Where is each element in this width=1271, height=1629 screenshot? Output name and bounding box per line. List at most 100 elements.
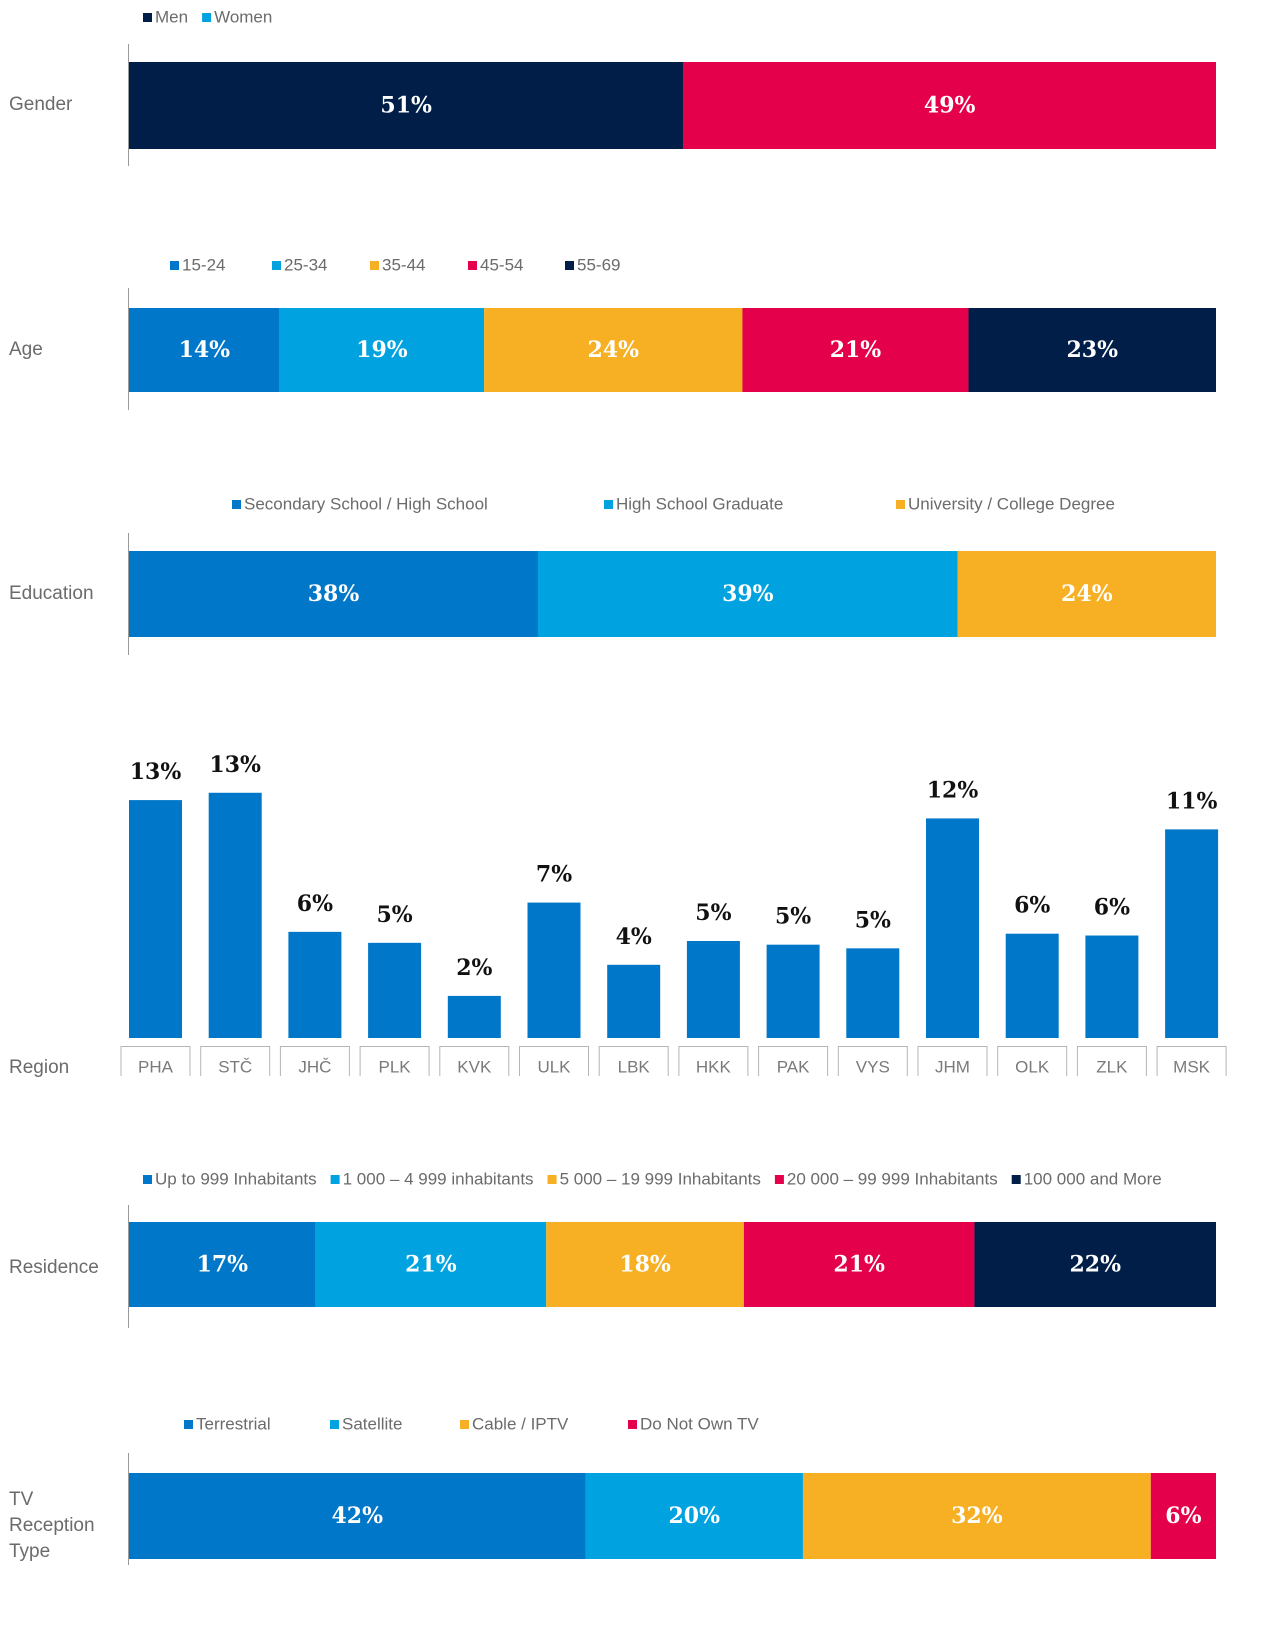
legend-label: 5 000 – 19 999 Inhabitants: [560, 1170, 761, 1189]
legend-label: 1 000 – 4 999 inhabitants: [343, 1170, 534, 1189]
legend-label: Terrestrial: [196, 1415, 271, 1434]
category-label: KVK: [457, 1058, 492, 1077]
legend-swatch: [143, 13, 152, 22]
category-box: [519, 1046, 589, 1076]
bar: [288, 931, 342, 1038]
bar: [846, 948, 900, 1038]
value-label: 13%: [209, 752, 261, 778]
bar-segment: [129, 551, 538, 637]
legend-swatch: [184, 1420, 193, 1429]
bar-segment: [957, 551, 1216, 637]
bar: [527, 902, 581, 1038]
bar-segment: [546, 1222, 744, 1307]
legend-swatch: [460, 1420, 469, 1429]
legend-swatch: [565, 261, 574, 270]
value-label: 6%: [1165, 1503, 1201, 1529]
category-label: STČ: [218, 1058, 252, 1077]
value-label: 24%: [1061, 581, 1113, 607]
legend-swatch: [468, 261, 477, 270]
legend-label: 55-69: [577, 256, 620, 275]
category-label: ZLK: [1096, 1058, 1128, 1077]
legend-label: Cable / IPTV: [472, 1415, 569, 1434]
legend-label: 15-24: [182, 256, 225, 275]
category-box: [1076, 1046, 1147, 1076]
value-label: 21%: [830, 337, 882, 363]
value-label: 23%: [1066, 337, 1118, 363]
bar: [926, 818, 979, 1038]
category-label: HKK: [696, 1058, 732, 1077]
bar-segment: [742, 308, 969, 392]
legend-label: 100 000 and More: [1024, 1170, 1162, 1189]
bar-segment: [129, 1222, 316, 1307]
category-box: [359, 1046, 430, 1076]
category-label: OLK: [1015, 1058, 1050, 1077]
value-label: 19%: [356, 337, 408, 363]
value-label: 4%: [616, 924, 652, 950]
value-label: 42%: [332, 1503, 384, 1529]
value-label: 38%: [308, 581, 360, 607]
legend-label: 20 000 – 99 999 Inhabitants: [787, 1170, 998, 1189]
legend-label: High School Graduate: [616, 495, 783, 514]
category-box: [279, 1046, 350, 1076]
legend-swatch: [896, 500, 905, 509]
bar-segment: [968, 308, 1216, 392]
legend-label: Up to 999 Inhabitants: [155, 1170, 317, 1189]
value-label: 5%: [695, 900, 731, 926]
row-label: Education: [9, 583, 94, 604]
value-label: 21%: [833, 1252, 885, 1278]
value-label: 20%: [668, 1503, 720, 1529]
legend-swatch: [170, 261, 179, 270]
category-box: [837, 1046, 908, 1076]
value-label: 49%: [924, 93, 976, 119]
legend-swatch: [330, 1420, 339, 1429]
bar-segment: [683, 62, 1216, 149]
category-label: ULK: [537, 1058, 571, 1077]
legend-label: 45-54: [480, 256, 523, 275]
bar-segment: [743, 1222, 975, 1307]
category-label: MSK: [1173, 1058, 1211, 1077]
bar: [208, 792, 262, 1038]
row-label: Age: [9, 339, 43, 360]
bar-segment: [802, 1473, 1151, 1559]
category-label: JHM: [935, 1058, 970, 1077]
legend-label: 35-44: [382, 256, 425, 275]
value-label: 5%: [855, 907, 891, 933]
value-label: 32%: [951, 1503, 1003, 1529]
legend-label: Women: [214, 8, 272, 27]
category-box: [120, 1046, 191, 1076]
bar: [447, 995, 501, 1038]
value-label: 51%: [380, 93, 432, 119]
bar: [368, 942, 422, 1038]
value-label: 6%: [1094, 895, 1130, 921]
value-label: 18%: [619, 1252, 671, 1278]
value-label: 13%: [130, 759, 182, 785]
legend-swatch: [143, 1175, 152, 1184]
bar: [1165, 829, 1219, 1038]
bar-segment: [129, 308, 280, 392]
value-label: 6%: [1014, 893, 1050, 919]
category-label: PLK: [379, 1058, 412, 1077]
legend-label: University / College Degree: [908, 495, 1115, 514]
bar: [766, 944, 820, 1038]
bar: [1005, 933, 1059, 1038]
value-label: 17%: [197, 1252, 249, 1278]
value-label: 6%: [297, 891, 333, 917]
legend-swatch: [330, 1175, 340, 1184]
bar: [686, 941, 740, 1038]
bar-segment: [129, 1473, 586, 1559]
value-label: 2%: [456, 955, 492, 981]
legend-swatch: [1011, 1175, 1021, 1184]
bar-segment: [585, 1473, 803, 1559]
category-label: LBK: [618, 1058, 651, 1077]
row-label: Region: [9, 1057, 70, 1078]
category-label: JHČ: [298, 1058, 331, 1077]
legend-swatch: [604, 500, 613, 509]
category-label: VYS: [856, 1058, 890, 1077]
legend-label: Do Not Own TV: [640, 1415, 759, 1434]
value-label: 7%: [536, 862, 572, 888]
category-box: [598, 1046, 669, 1076]
value-label: 22%: [1069, 1252, 1121, 1278]
value-label: 21%: [405, 1252, 457, 1278]
bar-segment: [1150, 1473, 1216, 1559]
